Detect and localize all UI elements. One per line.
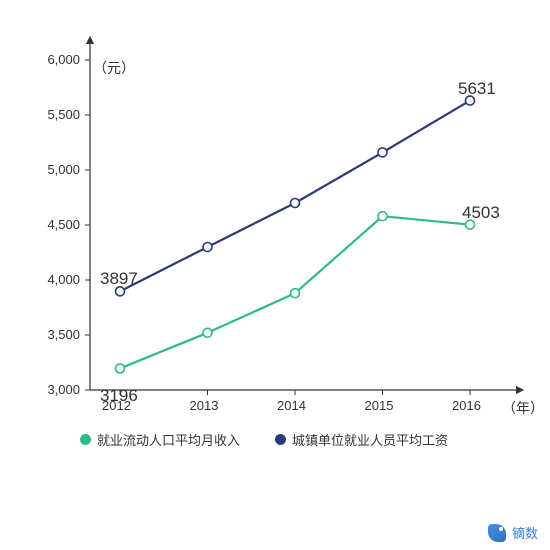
x-tick-label: 2013 bbox=[190, 398, 219, 413]
x-tick-label: 2016 bbox=[452, 398, 481, 413]
x-tick-label: 2014 bbox=[277, 398, 306, 413]
data-label: 4503 bbox=[462, 203, 500, 223]
y-tick-label: 5,000 bbox=[47, 162, 80, 177]
series-line-1 bbox=[120, 101, 470, 292]
data-label: 5631 bbox=[458, 79, 496, 99]
series-marker bbox=[378, 212, 387, 221]
series-marker bbox=[378, 148, 387, 157]
y-tick-label: 5,500 bbox=[47, 107, 80, 122]
legend-label: 就业流动人口平均月收入 bbox=[97, 430, 240, 449]
data-label: 3196 bbox=[100, 386, 138, 406]
x-tick-label: 2015 bbox=[365, 398, 394, 413]
legend-label: 城镇单位就业人员平均工资 bbox=[292, 430, 448, 449]
y-axis-unit: （元） bbox=[93, 58, 135, 78]
legend-dot bbox=[80, 434, 91, 445]
series-marker bbox=[291, 289, 300, 298]
legend-dot bbox=[275, 434, 286, 445]
legend-item: 就业流动人口平均月收入 bbox=[80, 430, 240, 449]
series-marker bbox=[291, 199, 300, 208]
series-marker bbox=[203, 328, 212, 337]
y-tick-label: 6,000 bbox=[47, 52, 80, 67]
y-tick-label: 3,500 bbox=[47, 327, 80, 342]
series-marker bbox=[203, 243, 212, 252]
watermark-icon bbox=[488, 524, 506, 542]
x-axis-unit: （年） bbox=[502, 398, 544, 418]
series-marker bbox=[116, 364, 125, 373]
watermark-text: 镝数 bbox=[512, 523, 538, 542]
watermark: 镝数 bbox=[488, 523, 538, 542]
line-chart: 3,0003,5004,0004,5005,0005,5006,00020122… bbox=[0, 0, 550, 550]
data-label: 3897 bbox=[100, 269, 138, 289]
y-tick-label: 4,500 bbox=[47, 217, 80, 232]
legend-item: 城镇单位就业人员平均工资 bbox=[275, 430, 448, 449]
y-tick-label: 3,000 bbox=[47, 382, 80, 397]
y-tick-label: 4,000 bbox=[47, 272, 80, 287]
